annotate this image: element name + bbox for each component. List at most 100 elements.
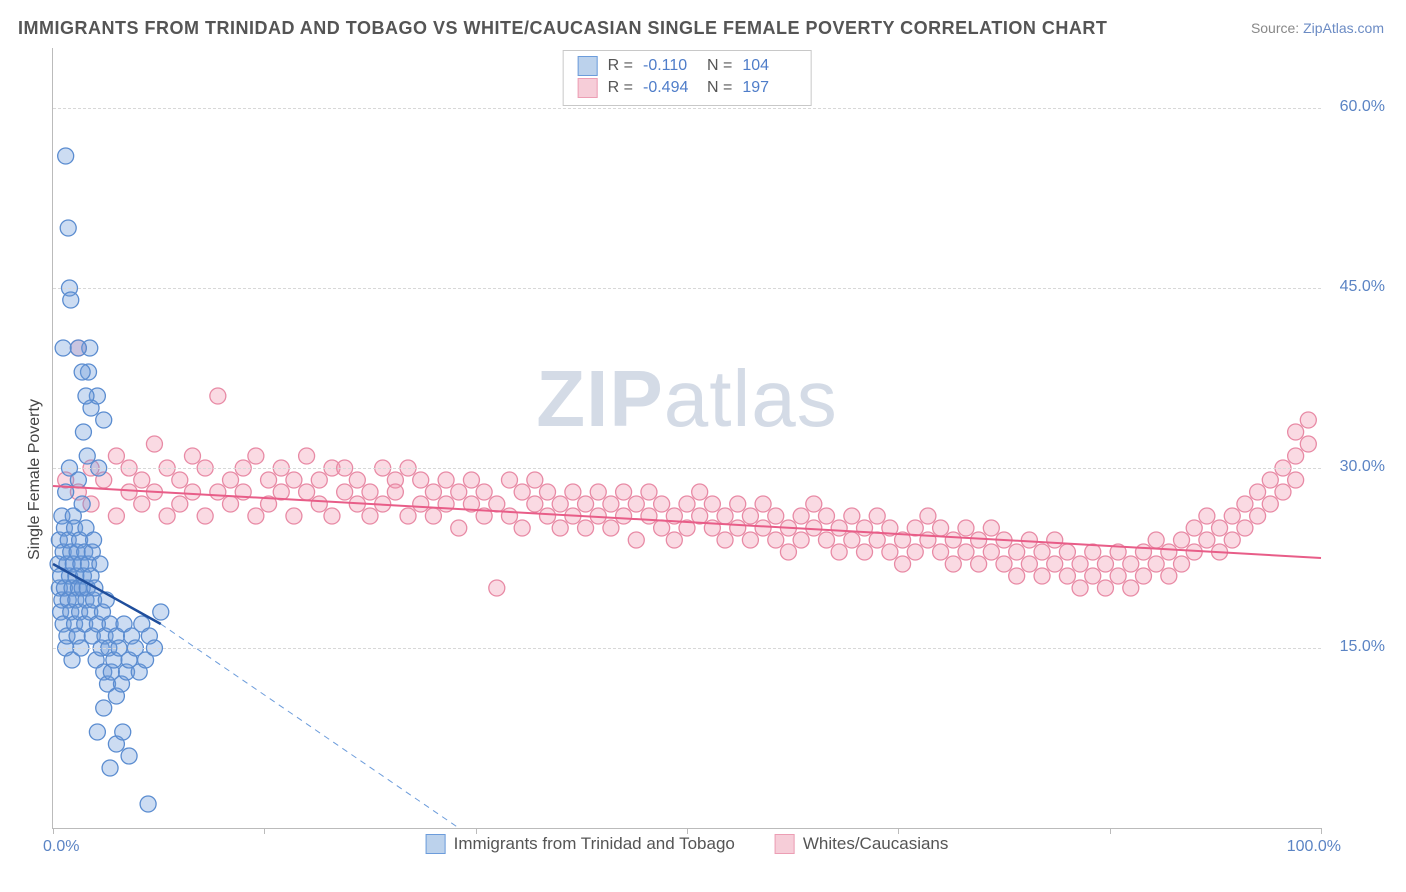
data-point xyxy=(184,448,200,464)
data-point xyxy=(818,532,834,548)
chart-title: IMMIGRANTS FROM TRINIDAD AND TOBAGO VS W… xyxy=(18,18,1107,39)
gridline xyxy=(53,468,1321,469)
source-value: ZipAtlas.com xyxy=(1303,20,1384,36)
data-point xyxy=(1174,532,1190,548)
data-point xyxy=(489,496,505,512)
data-point xyxy=(578,496,594,512)
x-tick xyxy=(687,828,688,834)
y-tick-label: 45.0% xyxy=(1340,278,1385,296)
data-point xyxy=(501,472,517,488)
data-point xyxy=(210,484,226,500)
data-point xyxy=(1288,424,1304,440)
data-point xyxy=(552,496,568,512)
data-point xyxy=(1021,532,1037,548)
data-point xyxy=(971,556,987,572)
data-point xyxy=(780,544,796,560)
x-axis-max-label: 100.0% xyxy=(1287,838,1341,856)
data-point xyxy=(96,700,112,716)
data-point xyxy=(223,496,239,512)
data-point xyxy=(60,220,76,236)
data-point xyxy=(184,484,200,500)
data-point xyxy=(907,520,923,536)
data-point xyxy=(86,532,102,548)
data-point xyxy=(527,472,543,488)
data-point xyxy=(895,556,911,572)
data-point xyxy=(387,484,403,500)
data-point xyxy=(1009,568,1025,584)
r-value-2: -0.494 xyxy=(643,77,697,99)
data-point xyxy=(1186,520,1202,536)
data-point xyxy=(489,580,505,596)
data-point xyxy=(1161,568,1177,584)
data-point xyxy=(958,544,974,560)
data-point xyxy=(869,508,885,524)
data-point xyxy=(527,496,543,512)
data-point xyxy=(134,472,150,488)
bottom-legend: Immigrants from Trinidad and Tobago Whit… xyxy=(426,834,949,854)
y-tick-label: 15.0% xyxy=(1340,638,1385,656)
data-point xyxy=(628,496,644,512)
data-point xyxy=(55,340,71,356)
data-point xyxy=(58,148,74,164)
data-point xyxy=(996,556,1012,572)
data-point xyxy=(869,532,885,548)
data-point xyxy=(400,508,416,524)
data-point xyxy=(324,508,340,524)
data-point xyxy=(210,388,226,404)
bottom-legend-label-2: Whites/Caucasians xyxy=(803,834,949,854)
data-point xyxy=(1085,568,1101,584)
data-point xyxy=(70,340,86,356)
data-point xyxy=(1212,520,1228,536)
data-point xyxy=(102,760,118,776)
data-point xyxy=(1224,532,1240,548)
data-point xyxy=(349,472,365,488)
data-point xyxy=(907,544,923,560)
legend-stats-box: R = -0.110 N = 104 R = -0.494 N = 197 xyxy=(563,50,812,106)
data-point xyxy=(768,532,784,548)
r-value-1: -0.110 xyxy=(643,55,697,77)
data-point xyxy=(1085,544,1101,560)
data-point xyxy=(514,520,530,536)
x-tick xyxy=(53,828,54,834)
gridline xyxy=(53,648,1321,649)
data-point xyxy=(1237,496,1253,512)
data-point xyxy=(70,472,86,488)
data-point xyxy=(1300,412,1316,428)
data-point xyxy=(501,508,517,524)
data-point xyxy=(641,484,657,500)
data-point xyxy=(945,532,961,548)
data-point xyxy=(1123,580,1139,596)
data-point xyxy=(273,484,289,500)
data-point xyxy=(1148,532,1164,548)
data-point xyxy=(1288,472,1304,488)
data-point xyxy=(78,388,94,404)
x-tick xyxy=(1110,828,1111,834)
x-axis-min-label: 0.0% xyxy=(43,838,79,856)
data-point xyxy=(1262,472,1278,488)
data-point xyxy=(362,508,378,524)
data-point xyxy=(121,484,137,500)
data-point xyxy=(248,508,264,524)
scatter-svg xyxy=(53,48,1321,828)
data-point xyxy=(451,484,467,500)
legend-swatch-1 xyxy=(578,56,598,76)
data-point xyxy=(578,520,594,536)
data-point xyxy=(793,532,809,548)
data-point xyxy=(641,508,657,524)
data-point xyxy=(146,436,162,452)
data-point xyxy=(299,484,315,500)
data-point xyxy=(983,520,999,536)
plot-area: ZIPatlas R = -0.110 N = 104 R = -0.494 N… xyxy=(52,48,1321,829)
legend-stats-row-1: R = -0.110 N = 104 xyxy=(578,55,797,77)
r-label-2: R = xyxy=(608,77,633,99)
data-point xyxy=(755,520,771,536)
bottom-legend-item-1: Immigrants from Trinidad and Tobago xyxy=(426,834,735,854)
data-point xyxy=(1047,532,1063,548)
data-point xyxy=(286,472,302,488)
data-point xyxy=(717,508,733,524)
data-point xyxy=(425,484,441,500)
data-point xyxy=(1174,556,1190,572)
bottom-swatch-1 xyxy=(426,834,446,854)
data-point xyxy=(1097,580,1113,596)
data-point xyxy=(1224,508,1240,524)
